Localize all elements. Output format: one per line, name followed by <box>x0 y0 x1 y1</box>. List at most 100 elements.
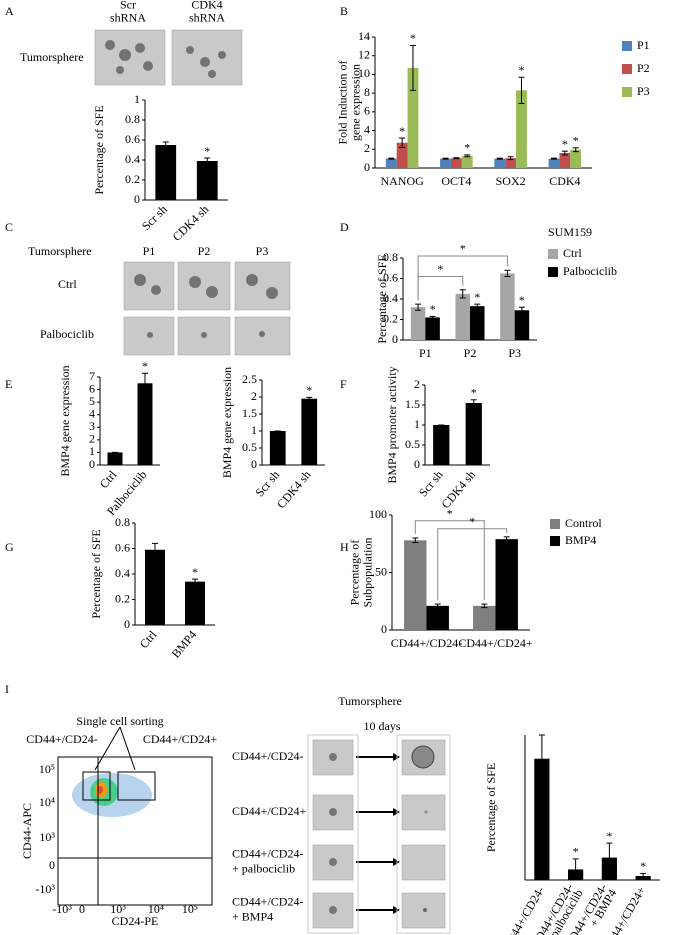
row-label: Palbociclib <box>40 327 94 341</box>
bar <box>410 307 426 340</box>
bracket-label: * <box>447 507 453 521</box>
gate-label: CD44+/CD24+ <box>143 732 217 746</box>
error-bar <box>142 372 148 394</box>
bracket-label: * <box>469 515 475 529</box>
condition-label-line: CD44+/CD24- <box>232 894 303 908</box>
sphere <box>206 286 218 298</box>
x-tick-label: Ctrl <box>137 627 160 651</box>
legend-label: P3 <box>637 84 650 98</box>
sorting-title: Single cell sorting <box>76 714 163 728</box>
bar <box>385 158 397 168</box>
bar <box>433 425 450 465</box>
cell <box>329 753 337 761</box>
significance: * <box>573 845 579 859</box>
sphere <box>135 43 145 53</box>
y-axis-label-line: Percentage of <box>347 540 361 606</box>
y-axis-label: BMP4 gene expression <box>58 365 72 476</box>
y-tick-label: 0.6 <box>115 540 130 554</box>
bar <box>534 758 550 880</box>
error-bar <box>388 157 395 160</box>
arrows <box>356 756 395 911</box>
y-axis-label-line: gene expression <box>348 64 362 141</box>
legend-swatch <box>622 87 632 97</box>
bar <box>495 539 518 630</box>
y-axis-label-line: Percentage of SFE <box>92 105 106 194</box>
y-tick-label: 0.2 <box>115 591 130 605</box>
y-tick-label: 1.5 <box>405 397 420 411</box>
bar <box>559 153 571 168</box>
bar <box>570 149 582 168</box>
column-label: P3 <box>256 244 269 258</box>
axis-label: CD24-PE <box>112 914 159 928</box>
gate-pointer <box>119 726 136 771</box>
tumorsphere-title: Tumorsphere <box>338 694 402 708</box>
x-tick-label: Scr sh <box>252 468 282 500</box>
error-bar <box>464 154 471 158</box>
legend-swatch <box>548 267 558 277</box>
y-axis-label-line: BMP4 gene expression <box>220 367 234 478</box>
bar <box>396 142 408 168</box>
error-bar <box>606 842 613 873</box>
error-bar <box>459 289 466 299</box>
y-tick-label: 1 <box>251 423 257 437</box>
significance: * <box>640 859 646 873</box>
condition-label: CD44+/CD24-+ palbociclib <box>232 846 303 875</box>
condition-label-line: + palbociclib <box>232 861 295 875</box>
panel-label: A <box>5 4 14 18</box>
bar <box>473 605 496 630</box>
bar <box>516 90 527 168</box>
bar <box>107 452 123 465</box>
y-tick-label: 0.8 <box>115 515 130 529</box>
legend-swatch <box>550 536 560 546</box>
bracket-label: * <box>437 262 443 276</box>
y-tick-label: 1 <box>89 444 95 458</box>
cell <box>423 908 427 912</box>
axis-label: CD44-APC <box>20 803 34 859</box>
flow-tick: 10³ <box>110 902 126 916</box>
gate-pointer <box>94 726 121 771</box>
significance: * <box>430 302 436 316</box>
column-label: P1 <box>143 244 156 258</box>
y-tick-label: 0 <box>364 160 370 174</box>
bar <box>505 158 517 168</box>
x-tick-label: BMP4 <box>169 628 200 661</box>
y-tick-label: 0.2 <box>125 172 140 186</box>
y-tick-label: 0.2 <box>383 311 398 325</box>
bar <box>269 431 286 465</box>
error-bar <box>152 542 158 557</box>
sphere <box>186 46 194 54</box>
error-bar <box>412 537 419 544</box>
y-tick-label: 0 <box>381 622 387 636</box>
sphere <box>189 276 201 288</box>
significance: * <box>192 565 198 579</box>
significance: * <box>518 63 524 77</box>
y-tick-label: 0.5 <box>242 440 257 454</box>
bar <box>470 306 485 340</box>
bar <box>514 310 530 340</box>
photo-group-a <box>94 29 243 86</box>
error-bar <box>518 76 525 104</box>
sphere <box>105 40 115 50</box>
error-bar <box>204 157 211 165</box>
significance: * <box>399 124 405 138</box>
panel-label: I <box>5 682 9 696</box>
bar <box>450 158 462 168</box>
column-label: Scr shRNA <box>110 0 146 24</box>
y-tick-label: 4 <box>364 122 370 136</box>
frame <box>307 734 359 934</box>
legend-swatch <box>622 64 632 74</box>
error-bar <box>470 399 477 407</box>
y-tick-label: 1 <box>134 92 140 106</box>
error-bar <box>453 157 460 160</box>
y-tick-label: 0 <box>134 192 140 206</box>
significance: * <box>142 359 148 373</box>
y-tick-label: 0 <box>124 617 130 631</box>
photo <box>401 844 446 881</box>
bracket <box>417 275 464 301</box>
row-label: Tumorsphere <box>20 50 84 64</box>
significance: * <box>464 141 470 155</box>
bar <box>301 398 318 465</box>
error-bar <box>415 303 422 311</box>
x-tick-label: CDK4 sh <box>274 468 314 511</box>
